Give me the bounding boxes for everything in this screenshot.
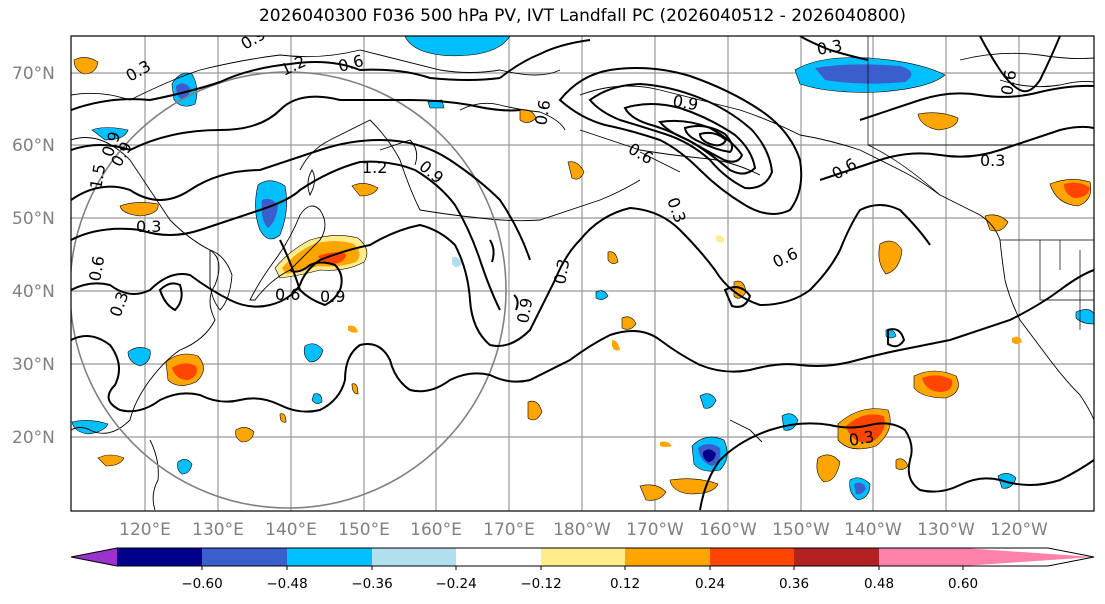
colorbar-extend-min xyxy=(71,548,117,566)
colorbar-segment xyxy=(541,548,625,566)
contour-label: 1.2 xyxy=(362,158,387,177)
contour-label: 0.3 xyxy=(847,427,875,450)
colorbar-ticks xyxy=(201,566,964,570)
lat-label: 20°N xyxy=(12,428,55,448)
pv-contours xyxy=(71,36,1094,511)
lon-label: 170°W xyxy=(626,520,684,540)
colorbar-tick-label: 0.36 xyxy=(779,576,809,592)
contour-label: 0.3 xyxy=(136,217,161,236)
lon-label: 140°W xyxy=(844,520,902,540)
colorbar-segment xyxy=(117,548,202,566)
contour-label: 0.3 xyxy=(980,151,1005,170)
colorbar-segment xyxy=(710,548,794,566)
latitude-labels: 70°N 60°N 50°N 40°N 30°N 20°N xyxy=(12,64,55,448)
lon-label: 150°W xyxy=(772,520,830,540)
contour-label: 0.3 xyxy=(815,36,843,59)
lat-label: 50°N xyxy=(12,209,55,229)
lat-label: 70°N xyxy=(12,64,55,84)
map-frame xyxy=(70,35,1095,512)
contour-label: 0.9 xyxy=(671,91,699,114)
colorbar-tick-label: 0.48 xyxy=(864,576,894,592)
lat-label: 40°N xyxy=(12,282,55,302)
colorbar: −0.60 −0.48 −0.36 −0.24 −0.12 0.12 0.24 … xyxy=(70,547,1095,592)
lon-label: 120°W xyxy=(990,520,1048,540)
range-circle xyxy=(71,71,507,509)
contour-label: 0.6 xyxy=(997,68,1020,96)
colorbar-segment xyxy=(202,548,287,566)
colorbar-tick-label: −0.48 xyxy=(266,576,307,592)
contour-label: 1.5 xyxy=(86,162,109,190)
lon-label: 160°W xyxy=(699,520,757,540)
negative-anomaly-shading xyxy=(71,36,1094,501)
map-title: 2026040300 F036 500 hPa PV, IVT Landfall… xyxy=(258,6,906,26)
lon-label: 170°E xyxy=(483,520,535,540)
colorbar-segment xyxy=(456,548,541,566)
positive-anomaly-shading xyxy=(73,57,1092,501)
longitude-labels: 120°E 130°E 140°E 150°E 160°E 170°E 180°… xyxy=(119,520,1048,540)
political-borders xyxy=(867,36,1094,330)
contour-label: 0.6 xyxy=(85,254,108,282)
lon-label: 150°E xyxy=(338,520,390,540)
lon-label: 180°W xyxy=(553,520,611,540)
colorbar-tick-label: 0.24 xyxy=(695,576,725,592)
contour-label: 0.9 xyxy=(320,287,345,306)
colorbar-tick-label: −0.24 xyxy=(435,576,476,592)
colorbar-tick-label: 0.60 xyxy=(948,576,978,592)
lon-label: 140°E xyxy=(265,520,317,540)
contour-label: 0.9 xyxy=(513,296,536,324)
colorbar-segment xyxy=(287,548,372,566)
colorbar-segment xyxy=(372,548,456,566)
colorbar-segment xyxy=(625,548,710,566)
lon-label: 130°E xyxy=(192,520,244,540)
contour-label: 0.3 xyxy=(550,257,573,285)
lat-label: 60°N xyxy=(12,136,55,156)
colorbar-tick-label: −0.12 xyxy=(520,576,561,592)
contour-label: 0.6 xyxy=(275,285,300,304)
colorbar-tick-label: −0.36 xyxy=(351,576,392,592)
contour-label: 0.6 xyxy=(531,98,554,126)
colorbar-outline xyxy=(70,547,1095,567)
lon-label: 120°E xyxy=(119,520,171,540)
colorbar-tick-label: −0.60 xyxy=(181,576,222,592)
colorbar-extend-max xyxy=(963,548,1094,566)
colorbar-tick-label: 0.12 xyxy=(610,576,640,592)
lon-label: 160°E xyxy=(410,520,462,540)
colorbar-segment xyxy=(794,548,879,566)
lon-label: 130°W xyxy=(917,520,975,540)
lat-label: 30°N xyxy=(12,355,55,375)
colorbar-segment xyxy=(879,548,963,566)
